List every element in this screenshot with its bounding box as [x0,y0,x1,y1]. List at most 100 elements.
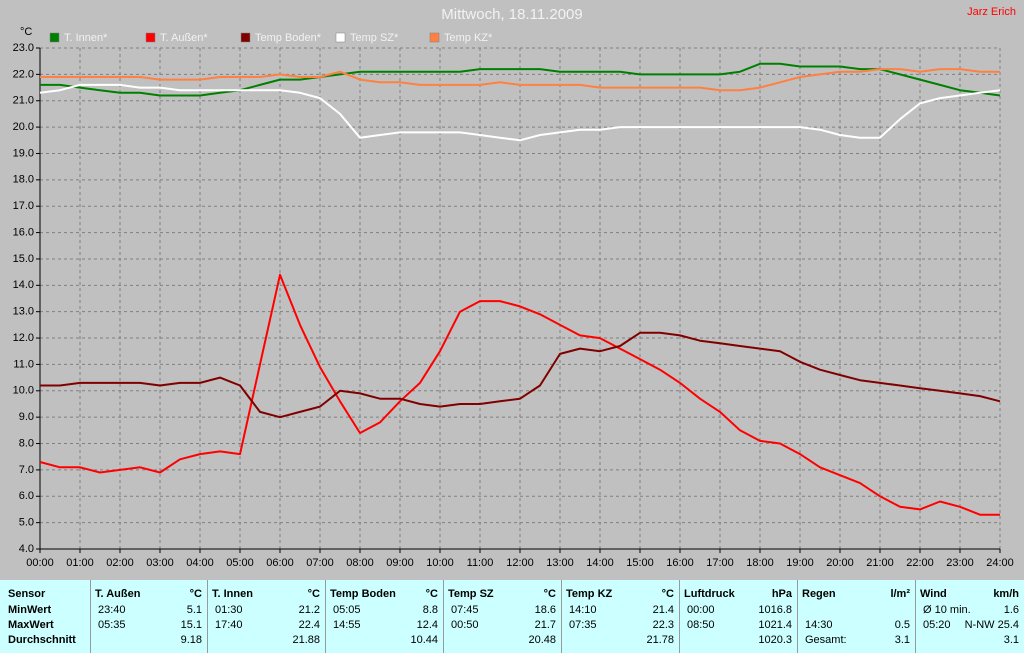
table-cell: 14:30 [805,619,833,631]
table-cell: Gesamt: [805,634,847,646]
table-cell: 22.3 [652,619,674,631]
table-cell: 21.78 [646,634,674,646]
y-tick-label: 9.0 [19,411,34,423]
legend-swatch [49,32,60,43]
x-tick-label: 02:00 [106,557,134,569]
table-cell: T. Außen [95,588,141,600]
series-line [39,273,1000,516]
table-cell: 17:40 [215,619,243,631]
table-cell: hPa [771,588,792,600]
table-cell: 10.44 [410,634,438,646]
x-tick-label: 21:00 [866,557,894,569]
chart-title: Mittwoch, 18.11.2009 [441,6,582,23]
table-cell: l/m² [890,588,910,600]
table-cell: 3.1 [1003,634,1019,646]
x-tick-label: 15:00 [626,557,654,569]
x-tick-label: 04:00 [186,557,214,569]
table-cell: 08:50 [687,619,715,631]
stats-table: Sensor MinWert MaxWert Durchschnitt T. Außen… [0,580,1024,653]
table-cell: Temp KZ [566,588,613,600]
y-tick-label: 16.0 [13,226,34,238]
x-tick-label: 10:00 [426,557,454,569]
y-tick-label: 14.0 [13,279,34,291]
x-tick-label: 09:00 [386,557,414,569]
y-tick-label: 18.0 [13,174,34,186]
table-cell: 1020.3 [758,634,792,646]
y-tick-label: 23.0 [13,42,34,54]
x-tick-label: 18:00 [746,557,774,569]
table-cell: 9.18 [180,634,202,646]
legend-swatch [145,32,156,43]
table-cell: Regen [802,588,836,600]
y-axis-label: °C [20,26,32,38]
column-separator [561,580,562,653]
legend-label: Temp KZ* [444,32,493,44]
x-tick-label: 07:00 [306,557,334,569]
x-tick-label: 13:00 [546,557,574,569]
column-separator [443,580,444,653]
table-cell: °C [307,588,320,600]
table-cell: 05:35 [98,619,126,631]
table-cell: 20.48 [528,634,556,646]
table-cell: 14:55 [333,619,361,631]
table-cell: 22.4 [298,619,320,631]
table-cell: 3.1 [894,634,910,646]
table-cell: Ø 10 min. [923,604,971,616]
table-cell: 00:00 [687,604,715,616]
y-tick-label: 8.0 [19,437,34,449]
table-cell: 21.2 [298,604,320,616]
x-tick-label: 19:00 [786,557,814,569]
table-cell: Durchschnitt [8,634,76,646]
table-cell: Wind [920,588,947,600]
x-tick-label: 00:00 [26,557,54,569]
table-cell: 5.1 [186,604,202,616]
table-cell: Luftdruck [684,588,735,600]
table-cell: 00:50 [451,619,479,631]
table-cell: Temp SZ [448,588,494,600]
y-tick-label: 19.0 [13,147,34,159]
x-tick-label: 03:00 [146,557,174,569]
legend-label: T. Innen* [64,32,108,44]
table-cell: 07:35 [569,619,597,631]
table-cell: 1.6 [1003,604,1019,616]
series-line [40,62,1001,97]
series-line [39,83,1001,142]
table-cell: °C [425,588,438,600]
x-tick-label: 05:00 [226,557,254,569]
x-tick-label: 06:00 [266,557,294,569]
table-cell: °C [189,588,202,600]
table-cell: 8.8 [422,604,438,616]
legend-swatch [429,32,440,43]
column-separator [325,580,326,653]
y-tick-label: 10.0 [13,385,34,397]
x-tick-label: 24:00 [986,557,1014,569]
chart: Mittwoch, 18.11.2009 Jarz Erich °C 4.0 5.… [13,6,1016,569]
series-line [40,68,1000,92]
y-tick-label: 15.0 [13,253,34,265]
x-tick-label: 23:00 [946,557,974,569]
table-cell: Temp Boden [330,588,396,600]
legend-swatch [240,32,251,43]
table-cell: 21.7 [534,619,556,631]
y-tick-label: 11.0 [13,358,34,370]
table-cell: °C [661,588,674,600]
table-cell: T. Innen [212,588,253,600]
x-tick-label: 14:00 [586,557,614,569]
table-cell: 1016.8 [758,604,792,616]
table-cell: MinWert [8,604,52,616]
author: Jarz Erich [967,6,1016,18]
table-cell: Sensor [8,588,46,600]
series-line [40,331,1001,419]
x-tick-label: 12:00 [506,557,534,569]
table-cell: 18.6 [534,604,556,616]
y-tick-label: 6.0 [19,490,34,502]
y-tick-label: 20.0 [13,121,34,133]
x-tick-label: 01:00 [66,557,94,569]
column-separator [679,580,680,653]
table-cell: 05:05 [333,604,361,616]
y-tick-label: 7.0 [19,464,34,476]
x-tick-label: 11:00 [467,557,494,569]
table-cell: 23:40 [98,604,126,616]
table-cell: 05:20 [923,619,951,631]
